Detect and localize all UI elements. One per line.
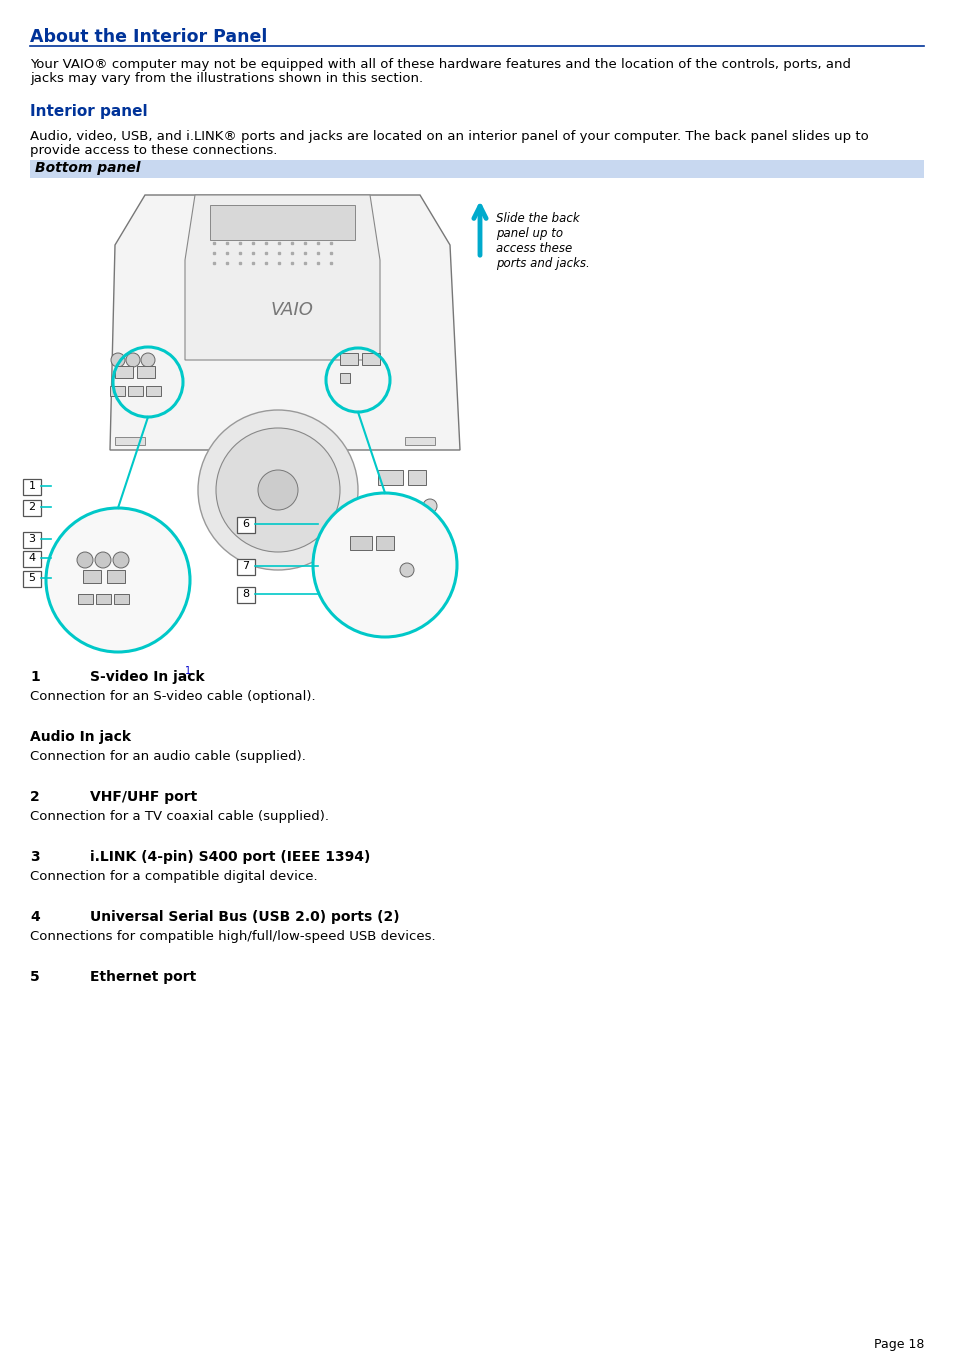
Bar	[361, 353, 379, 365]
Text: jacks may vary from the illustrations shown in this section.: jacks may vary from the illustrations sh…	[30, 72, 423, 85]
Circle shape	[399, 563, 414, 577]
Circle shape	[46, 508, 190, 653]
Text: Audio, video, USB, and i.LINK® ports and jacks are located on an interior panel : Audio, video, USB, and i.LINK® ports and…	[30, 130, 868, 143]
Text: Connections for compatible high/full/low-speed USB devices.: Connections for compatible high/full/low…	[30, 929, 436, 943]
Text: Your VAIO® computer may not be equipped with all of these hardware features and : Your VAIO® computer may not be equipped …	[30, 58, 850, 72]
Bar	[375, 536, 394, 550]
Text: Bottom panel: Bottom panel	[35, 161, 140, 176]
Text: 6: 6	[242, 519, 250, 530]
Text: VHF/UHF port: VHF/UHF port	[90, 790, 197, 804]
Circle shape	[141, 353, 154, 367]
Text: Connection for a TV coaxial cable (supplied).: Connection for a TV coaxial cable (suppl…	[30, 811, 329, 823]
Bar	[23, 500, 41, 516]
Text: 7: 7	[242, 561, 250, 571]
Text: Connection for an audio cable (supplied).: Connection for an audio cable (supplied)…	[30, 750, 306, 763]
Circle shape	[111, 353, 125, 367]
Bar	[350, 536, 372, 550]
Text: provide access to these connections.: provide access to these connections.	[30, 145, 277, 157]
Bar	[339, 353, 357, 365]
Bar	[128, 386, 143, 396]
Polygon shape	[185, 195, 379, 359]
Text: 2: 2	[29, 503, 35, 512]
Text: 4: 4	[30, 911, 40, 924]
Circle shape	[112, 553, 129, 567]
Bar	[23, 480, 41, 494]
Bar	[107, 570, 125, 584]
Circle shape	[126, 353, 140, 367]
Bar	[83, 570, 101, 584]
Bar	[236, 517, 254, 534]
Bar	[23, 551, 41, 567]
Text: About the Interior Panel: About the Interior Panel	[30, 28, 267, 46]
Bar	[115, 366, 132, 378]
Text: Universal Serial Bus (USB 2.0) ports (2): Universal Serial Bus (USB 2.0) ports (2)	[90, 911, 399, 924]
Text: Connection for a compatible digital device.: Connection for a compatible digital devi…	[30, 870, 317, 884]
Text: 1: 1	[30, 670, 40, 684]
Text: 2: 2	[30, 790, 40, 804]
Text: Slide the back
panel up to
access these
ports and jacks.: Slide the back panel up to access these …	[496, 212, 589, 270]
Text: Ethernet port: Ethernet port	[90, 970, 196, 984]
Bar	[210, 205, 355, 240]
Bar	[115, 436, 145, 444]
Text: S-video In jack: S-video In jack	[90, 670, 204, 684]
Circle shape	[77, 553, 92, 567]
Text: Page 18: Page 18	[873, 1337, 923, 1351]
Circle shape	[422, 499, 436, 513]
Bar	[236, 559, 254, 576]
Bar	[96, 594, 111, 604]
Bar	[146, 386, 161, 396]
Circle shape	[313, 493, 456, 638]
Circle shape	[257, 470, 297, 509]
Circle shape	[95, 553, 111, 567]
Bar	[78, 594, 92, 604]
Text: 3: 3	[30, 850, 40, 865]
Bar	[30, 159, 923, 178]
Text: i.LINK (4-pin) S400 port (IEEE 1394): i.LINK (4-pin) S400 port (IEEE 1394)	[90, 850, 370, 865]
Circle shape	[198, 409, 357, 570]
Text: 3: 3	[29, 534, 35, 544]
Bar	[23, 571, 41, 586]
Text: VAIO: VAIO	[271, 301, 314, 319]
Polygon shape	[110, 195, 459, 450]
Text: Audio In jack: Audio In jack	[30, 730, 131, 744]
Bar	[236, 586, 254, 603]
Text: Interior panel: Interior panel	[30, 104, 148, 119]
Bar	[405, 436, 435, 444]
Bar	[23, 532, 41, 549]
Text: 1: 1	[29, 481, 35, 490]
Bar	[110, 386, 125, 396]
Text: Connection for an S-video cable (optional).: Connection for an S-video cable (optiona…	[30, 690, 315, 703]
Bar	[408, 470, 426, 485]
Text: 4: 4	[29, 553, 35, 563]
Bar	[137, 366, 154, 378]
Text: 8: 8	[242, 589, 250, 598]
Circle shape	[215, 428, 339, 553]
Text: 5: 5	[30, 970, 40, 984]
Text: 1: 1	[184, 666, 191, 676]
Bar	[377, 470, 402, 485]
Bar	[339, 373, 350, 382]
Text: 5: 5	[29, 573, 35, 584]
Bar	[113, 594, 129, 604]
